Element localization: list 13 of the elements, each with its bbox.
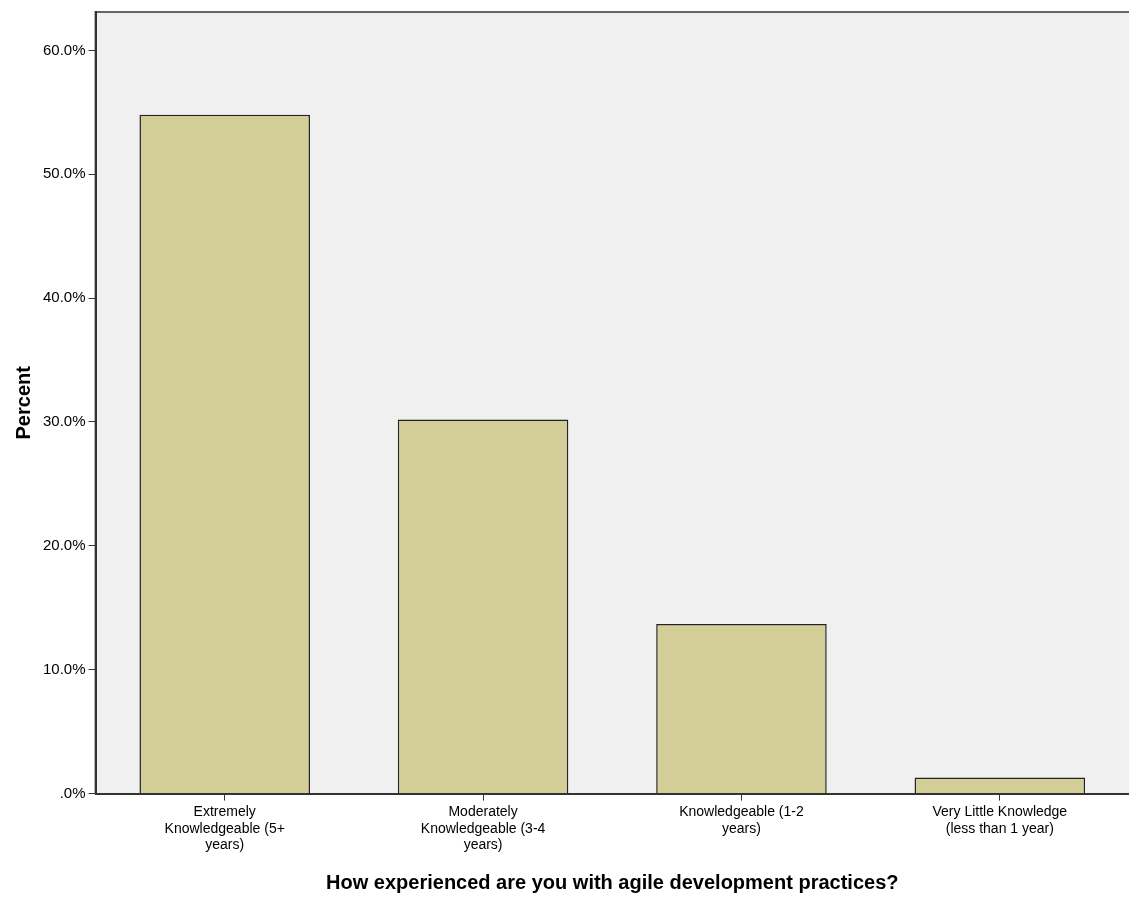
x-axis-title: How experienced are you with agile development practices? [326,870,899,893]
x-tick-label: Moderately Knowledgeable (3-4 years) [420,802,546,853]
y-tick-label: 30.0% [42,412,86,430]
y-tick-label: .0% [59,783,86,801]
y-tick-label: 20.0% [42,536,86,554]
y-tick-label: 50.0% [42,164,86,182]
y-tick-label: 10.0% [42,659,86,677]
y-axis-title: Percent [11,365,34,440]
x-tick-label: Knowledgeable (1-2 years) [679,802,804,836]
x-tick-label: Extremely Knowledgeable (5+ years) [164,802,285,853]
x-tick-label: Very Little Knowledge (less than 1 year) [932,802,1068,836]
y-tick-label: 60.0% [42,40,86,58]
y-tick-label: 40.0% [42,288,86,306]
